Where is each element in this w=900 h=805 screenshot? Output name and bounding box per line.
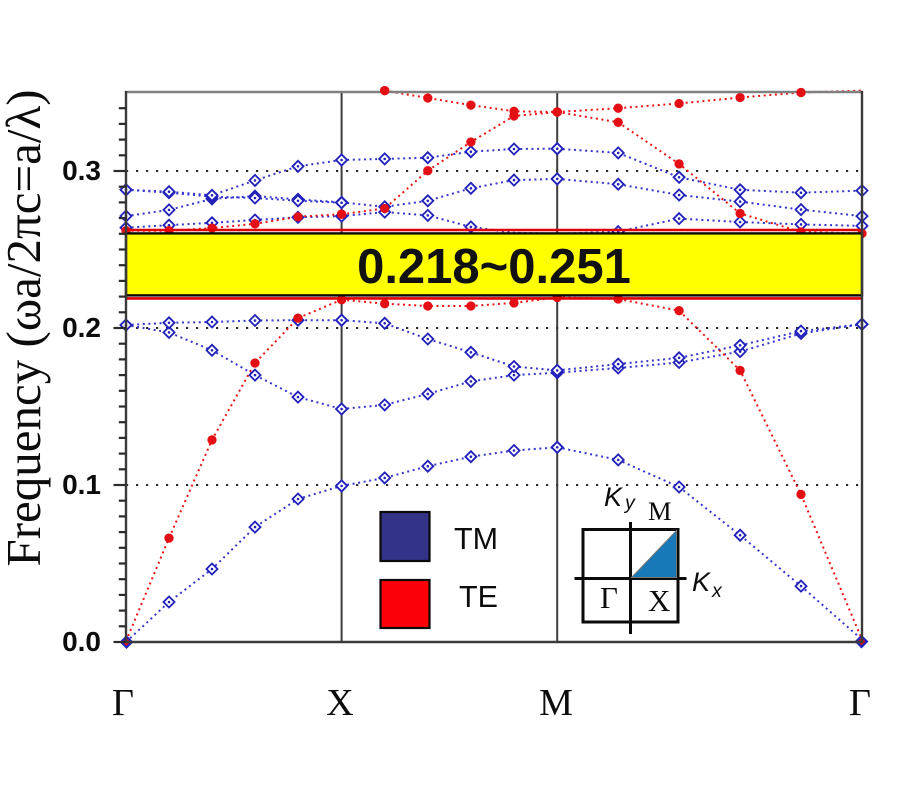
svg-text:y: y [623,492,636,514]
svg-text:Γ: Γ [600,580,618,615]
svg-text:Frequency (ωa/2πc=a/λ): Frequency (ωa/2πc=a/λ) [0,89,51,566]
svg-text:Γ: Γ [112,682,134,724]
svg-text:0.0: 0.0 [62,626,101,657]
svg-text:TE: TE [459,580,498,614]
svg-text:M: M [539,682,573,724]
svg-text:K: K [604,482,623,512]
svg-text:0.2: 0.2 [62,312,101,343]
svg-text:TM: TM [454,522,498,556]
svg-text:0.218~0.251: 0.218~0.251 [357,240,631,294]
svg-text:Γ: Γ [849,682,871,724]
svg-text:K: K [692,567,711,597]
svg-text:X: X [648,583,670,618]
svg-text:X: X [326,682,353,724]
svg-text:0.1: 0.1 [62,469,101,500]
svg-text:M: M [648,496,672,526]
svg-text:x: x [711,580,723,602]
svg-text:0.3: 0.3 [62,155,101,186]
